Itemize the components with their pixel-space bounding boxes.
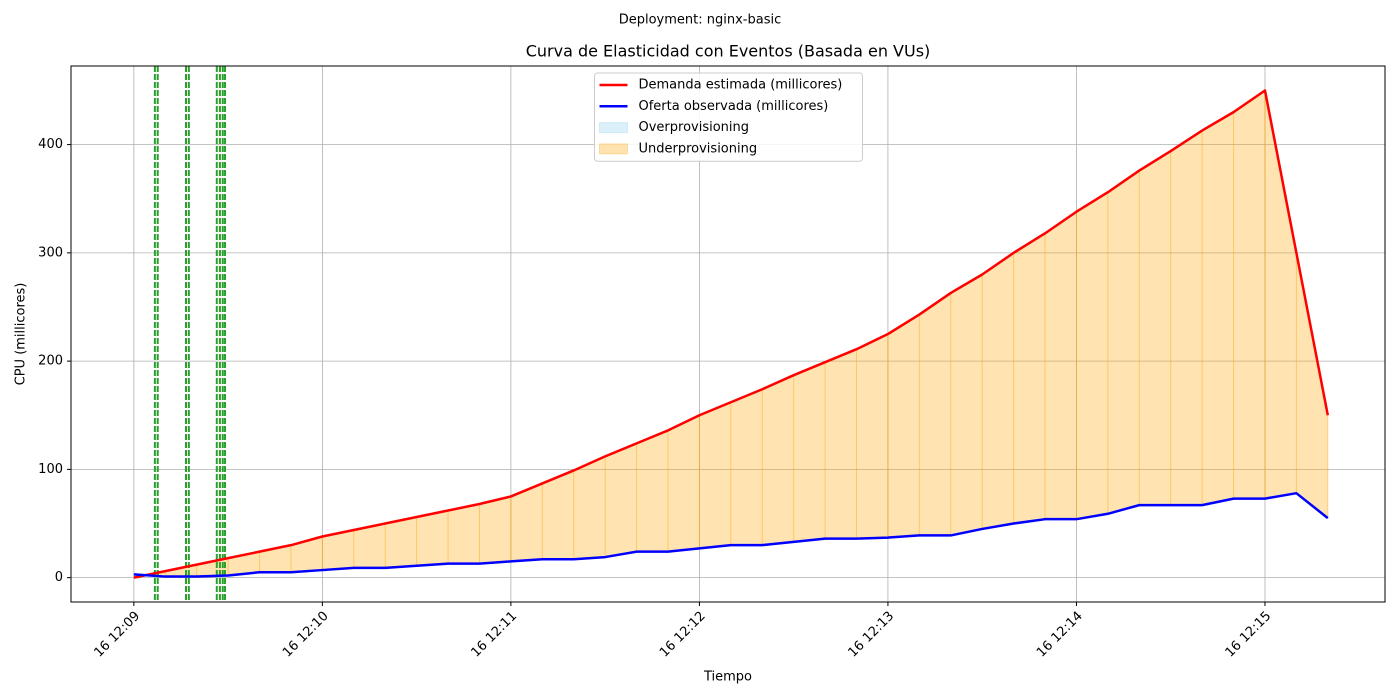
plot-frame [70, 65, 1386, 603]
underprovisioning-area [1076, 192, 1108, 520]
underprovisioning-area [510, 483, 543, 562]
legend-label: Overprovisioning [639, 120, 750, 135]
y-tick-label: 0 [55, 570, 63, 585]
underprovisioning-area [667, 415, 700, 552]
underprovisioning-area [730, 389, 763, 546]
legend-label: Oferta observada (millicores) [639, 99, 829, 114]
underprovisioning-area [982, 252, 1014, 529]
x-tick-label: 16 12:10 [280, 609, 332, 661]
underprovisioning-area [1045, 211, 1077, 520]
underprovisioning-area [353, 523, 386, 568]
y-tick-label: 100 [38, 462, 63, 477]
chart-suptitle: Deployment: nginx-basic [619, 13, 782, 28]
underprovisioning-area [1107, 170, 1140, 514]
underprovisioning-area [1013, 233, 1046, 524]
underprovisioning-area [605, 443, 637, 558]
underprovisioning-area [1264, 90, 1297, 499]
underprovisioning-area [887, 314, 920, 538]
underprovisioning-area [919, 292, 951, 536]
y-tick-label: 200 [38, 354, 63, 369]
x-tick-label: 16 12:11 [468, 609, 520, 661]
x-tick-label: 16 12:12 [657, 609, 709, 661]
underprovisioning-area [542, 470, 574, 560]
underprovisioning-area [1233, 90, 1265, 499]
underprovisioning-area [636, 430, 668, 552]
underprovisioning-area [825, 349, 857, 539]
underprovisioning-area [856, 334, 888, 539]
y-tick-label: 400 [38, 137, 63, 152]
underprovisioning-area [290, 536, 323, 573]
underprovisioning-area [1202, 112, 1234, 506]
underprovisioning-area [448, 504, 480, 564]
legend-label: Demanda estimada (millicores) [639, 78, 843, 93]
legend-swatch [599, 122, 628, 134]
underprovisioning-area [573, 456, 606, 560]
series-line [133, 89, 1330, 579]
x-tick-label: 16 12:09 [91, 609, 143, 661]
x-tick-label: 16 12:13 [846, 609, 898, 661]
y-tick-label: 300 [38, 245, 63, 260]
underprovisioning-area [950, 274, 983, 536]
legend-label: Underprovisioning [639, 141, 758, 156]
underprovisioning-area [416, 510, 449, 566]
underprovisioning-area [1139, 151, 1171, 506]
underprovisioning-area [1296, 252, 1328, 519]
y-axis-label: CPU (millicores) [14, 283, 29, 386]
legend-box [594, 72, 863, 162]
chart-title: Curva de Elasticidad con Eventos (Basada… [526, 42, 931, 61]
series-line [133, 491, 1329, 578]
underprovisioning-area [762, 375, 794, 546]
underprovisioning-area [699, 402, 731, 549]
underprovisioning-area [385, 517, 417, 568]
underprovisioning-area [1170, 130, 1203, 506]
underprovisioning-area [322, 530, 354, 571]
underprovisioning-area [793, 362, 826, 542]
x-axis-label: Tiempo [703, 670, 752, 685]
underprovisioning-area [479, 496, 511, 564]
legend-swatch [599, 143, 628, 155]
x-tick-label: 16 12:14 [1034, 609, 1086, 661]
underprovisioning-area [259, 545, 291, 573]
x-tick-label: 16 12:15 [1223, 609, 1275, 661]
